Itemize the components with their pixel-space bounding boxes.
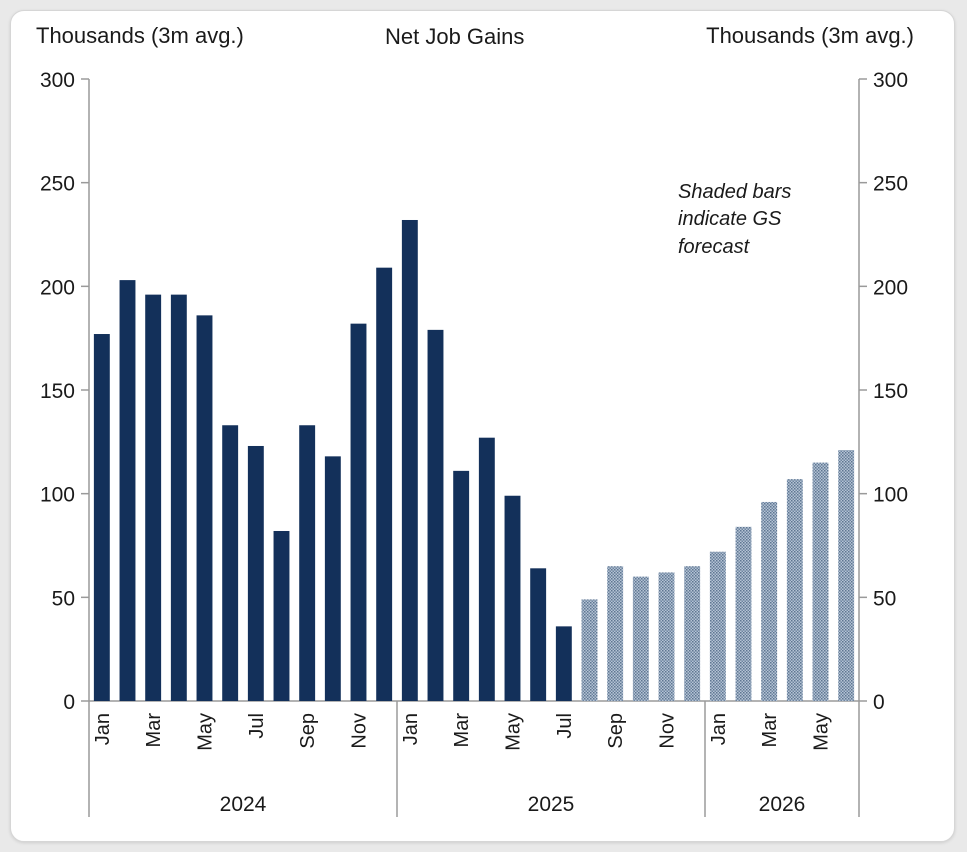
chart-axes bbox=[81, 78, 867, 817]
month-tick-label: Jan bbox=[92, 713, 114, 745]
actual-bar bbox=[93, 334, 110, 701]
forecast-bar bbox=[786, 479, 803, 701]
actual-bar bbox=[196, 315, 213, 701]
month-tick-label: Mar bbox=[451, 713, 473, 748]
actual-bar bbox=[401, 219, 418, 702]
actual-bar bbox=[119, 280, 136, 701]
actual-bar bbox=[555, 626, 572, 701]
forecast-bar bbox=[812, 462, 829, 701]
forecast-bar bbox=[581, 599, 598, 701]
forecast-bar bbox=[632, 576, 649, 701]
month-tick-label: Jan bbox=[400, 713, 422, 745]
actual-bar bbox=[222, 425, 239, 701]
month-tick-label: Mar bbox=[759, 713, 781, 748]
right-axis-label: Thousands (3m avg.) bbox=[706, 23, 914, 48]
month-tick-label: Jul bbox=[246, 713, 268, 739]
month-tick-label: Sep bbox=[297, 713, 319, 749]
actual-bar bbox=[170, 294, 187, 701]
right-ytick-label: 150 bbox=[873, 380, 908, 403]
month-tick-label: May bbox=[503, 713, 525, 751]
chart-labels: Thousands (3m avg.) Net Job Gains Thousa… bbox=[36, 23, 914, 816]
actual-bar bbox=[478, 437, 495, 701]
actual-bar bbox=[324, 456, 341, 701]
forecast-bar bbox=[838, 450, 855, 701]
left-ytick-label: 300 bbox=[40, 69, 75, 92]
actual-bar bbox=[145, 294, 162, 701]
left-ytick-label: 0 bbox=[63, 691, 75, 714]
month-tick-label: Jan bbox=[708, 713, 730, 745]
forecast-bar bbox=[607, 566, 624, 701]
right-ytick-label: 250 bbox=[873, 173, 908, 196]
year-label: 2025 bbox=[528, 793, 575, 816]
left-axis-label: Thousands (3m avg.) bbox=[36, 23, 244, 48]
forecast-note-line-1: Shaded bars bbox=[678, 181, 791, 203]
forecast-note-line-3: forecast bbox=[678, 236, 751, 258]
year-label: 2024 bbox=[220, 793, 267, 816]
left-ytick-label: 250 bbox=[40, 173, 75, 196]
forecast-bar bbox=[735, 526, 752, 701]
right-ytick-label: 100 bbox=[873, 484, 908, 507]
left-ytick-label: 100 bbox=[40, 484, 75, 507]
actual-bar bbox=[350, 323, 367, 701]
left-ytick-label: 150 bbox=[40, 380, 75, 403]
net-job-gains-chart: Thousands (3m avg.) Net Job Gains Thousa… bbox=[36, 23, 914, 817]
actual-bar bbox=[427, 329, 444, 701]
year-label: 2026 bbox=[759, 793, 806, 816]
forecast-bar bbox=[761, 501, 778, 701]
chart-title: Net Job Gains bbox=[385, 24, 524, 49]
month-tick-label: May bbox=[195, 713, 217, 751]
month-tick-label: Jul bbox=[554, 713, 576, 739]
chart-card: Thousands (3m avg.) Net Job Gains Thousa… bbox=[10, 10, 955, 842]
forecast-bar bbox=[658, 572, 675, 701]
right-ytick-label: 300 bbox=[873, 69, 908, 92]
left-ytick-label: 50 bbox=[52, 587, 75, 610]
right-ytick-label: 0 bbox=[873, 691, 885, 714]
forecast-note-line-2: indicate GS bbox=[678, 208, 782, 230]
month-tick-label: Mar bbox=[143, 713, 165, 748]
forecast-bar bbox=[684, 566, 701, 701]
actual-bar bbox=[453, 470, 470, 701]
chart-bars bbox=[93, 219, 855, 702]
month-tick-label: Nov bbox=[349, 713, 371, 749]
actual-bar bbox=[299, 425, 316, 701]
month-tick-label: Sep bbox=[605, 713, 627, 749]
right-ytick-label: 200 bbox=[873, 276, 908, 299]
month-tick-label: May bbox=[811, 713, 833, 751]
actual-bar bbox=[504, 495, 521, 701]
month-tick-label: Nov bbox=[657, 713, 679, 749]
actual-bar bbox=[376, 267, 393, 701]
actual-bar bbox=[530, 568, 547, 701]
forecast-bar bbox=[709, 551, 726, 701]
right-ytick-label: 50 bbox=[873, 587, 896, 610]
left-ytick-label: 200 bbox=[40, 276, 75, 299]
actual-bar bbox=[247, 445, 264, 701]
actual-bar bbox=[273, 530, 290, 701]
